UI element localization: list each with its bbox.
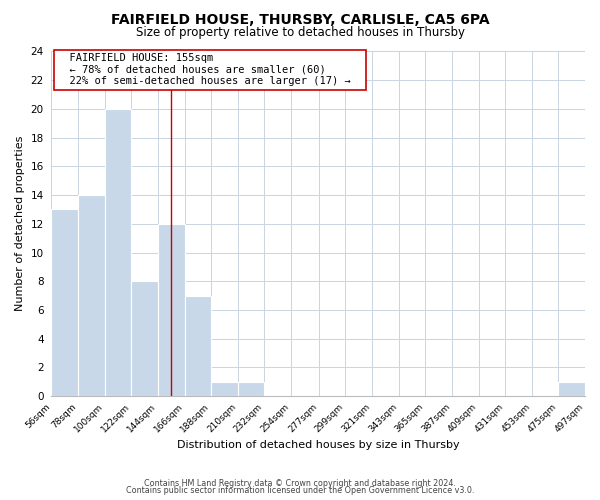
Text: FAIRFIELD HOUSE, THURSBY, CARLISLE, CA5 6PA: FAIRFIELD HOUSE, THURSBY, CARLISLE, CA5 … [110, 12, 490, 26]
Bar [185, 296, 211, 396]
Bar [104, 109, 131, 396]
X-axis label: Distribution of detached houses by size in Thursby: Distribution of detached houses by size … [177, 440, 460, 450]
Y-axis label: Number of detached properties: Number of detached properties [15, 136, 25, 312]
Bar [78, 195, 104, 396]
Bar [131, 281, 158, 396]
Bar [52, 210, 78, 396]
Text: Contains public sector information licensed under the Open Government Licence v3: Contains public sector information licen… [126, 486, 474, 495]
Bar [238, 382, 265, 396]
Text: Size of property relative to detached houses in Thursby: Size of property relative to detached ho… [136, 26, 464, 39]
Bar [559, 382, 585, 396]
Bar [211, 382, 238, 396]
Text: Contains HM Land Registry data © Crown copyright and database right 2024.: Contains HM Land Registry data © Crown c… [144, 478, 456, 488]
Bar [158, 224, 185, 396]
Text: FAIRFIELD HOUSE: 155sqm
  ← 78% of detached houses are smaller (60)
  22% of sem: FAIRFIELD HOUSE: 155sqm ← 78% of detache… [57, 53, 363, 86]
